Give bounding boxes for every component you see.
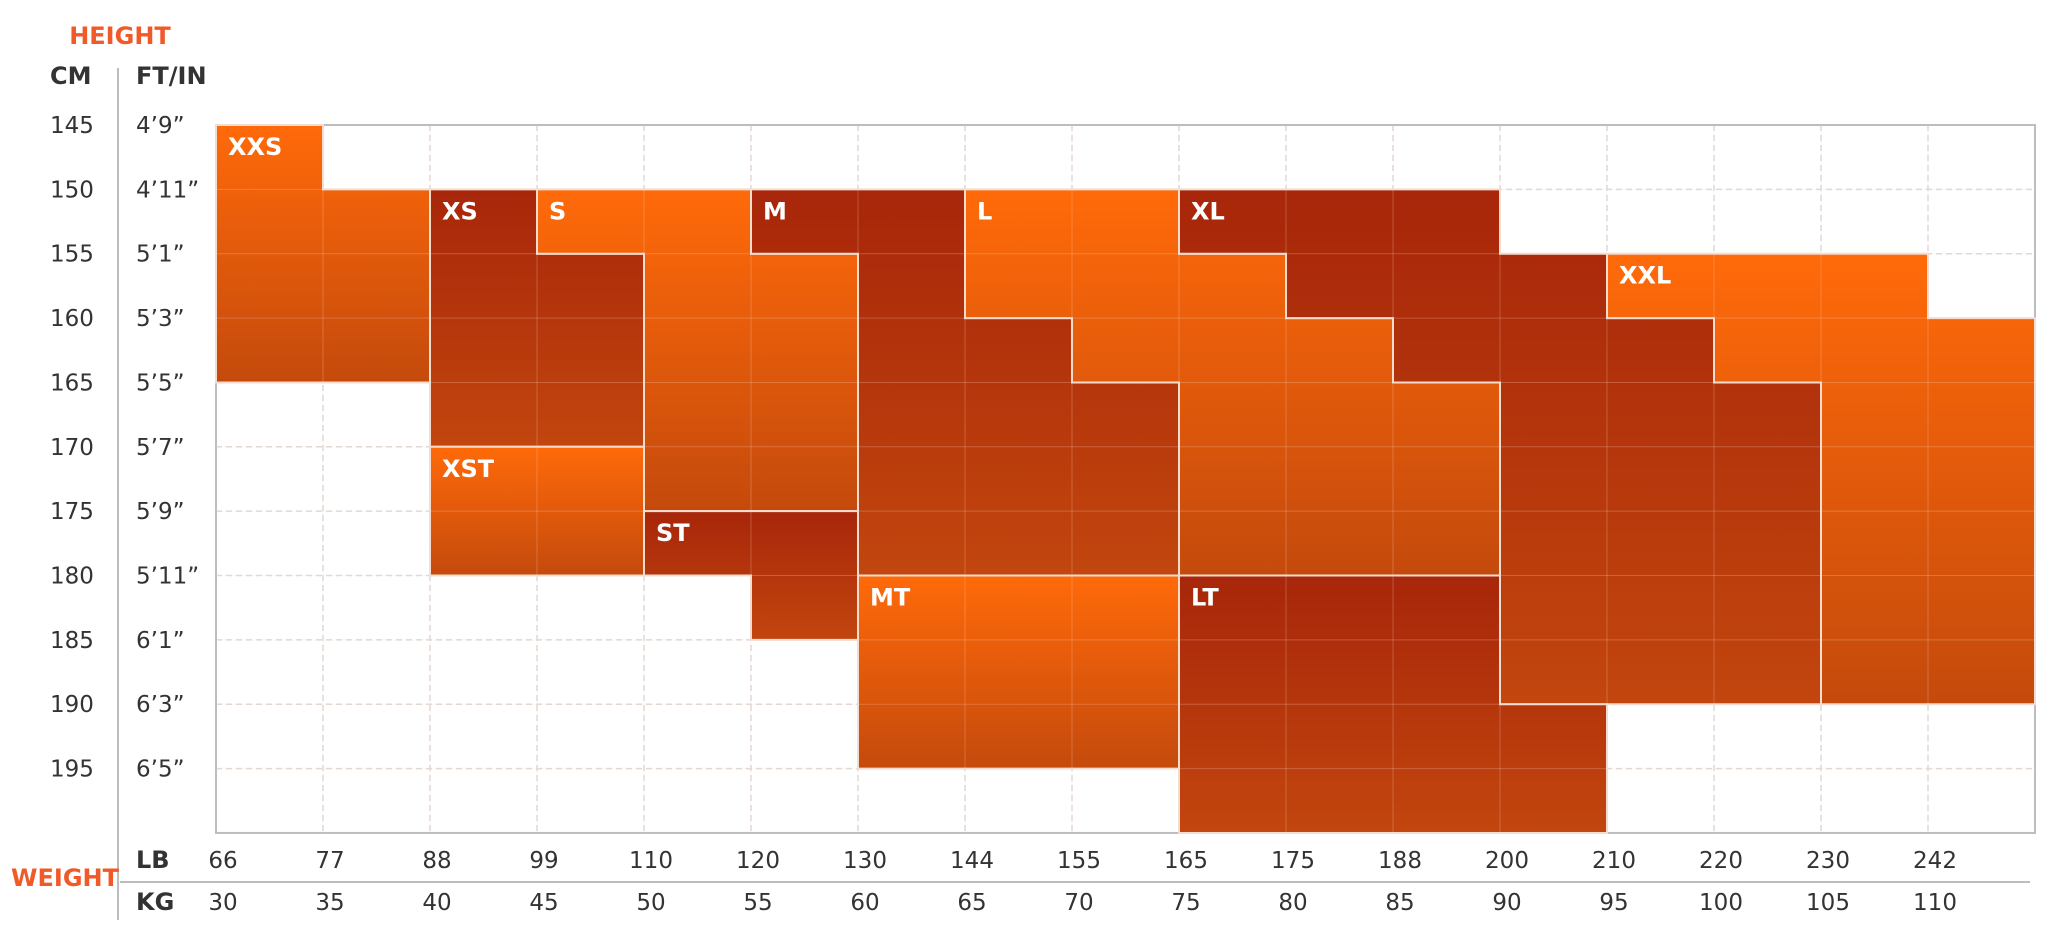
height-ftin-tick: 5’3”: [136, 306, 185, 332]
height-ftin-tick: 4’11”: [136, 177, 199, 203]
size-label-s: S: [549, 197, 566, 225]
height-axis-title: HEIGHT: [69, 22, 171, 50]
size-label-xxs: XXS: [228, 133, 282, 161]
size-regions: XXS XS S M L XL XXL XST ST MT LT: [215, 124, 2036, 834]
size-region-st: [643, 510, 859, 641]
weight-lb-tick: 88: [422, 848, 451, 874]
weight-lb-tick: 188: [1378, 848, 1422, 874]
height-cm-tick: 150: [50, 177, 94, 203]
weight-lb-tick: 110: [629, 848, 673, 874]
weight-kg-tick: 100: [1699, 890, 1743, 916]
size-label-mt: MT: [870, 584, 911, 612]
height-ftin-tick: 4’9”: [136, 113, 185, 139]
weight-kg-tick: 40: [422, 890, 451, 916]
height-ftin-tick: 5’7”: [136, 435, 185, 461]
weight-lb-tick: 144: [950, 848, 994, 874]
height-ftin-tick: 5’5”: [136, 370, 185, 396]
weight-kg-tick: 95: [1599, 890, 1628, 916]
weight-lb-tick: 165: [1164, 848, 1208, 874]
weight-kg-tick: 55: [743, 890, 772, 916]
height-ftin-tick: 6’3”: [136, 692, 185, 718]
height-cm-tick: 170: [50, 435, 94, 461]
size-label-lt: LT: [1191, 584, 1219, 612]
weight-kg-tick: 80: [1278, 890, 1307, 916]
height-ftin-tick: 6’1”: [136, 628, 185, 654]
weight-kg-tick: 90: [1492, 890, 1521, 916]
height-cm-tick: 180: [50, 564, 94, 590]
weight-kg-tick: 60: [850, 890, 879, 916]
weight-lb-tick: 242: [1913, 848, 1957, 874]
size-label-l: L: [977, 197, 992, 225]
weight-kg-tick: 50: [636, 890, 665, 916]
weight-kg-tick: 75: [1171, 890, 1200, 916]
weight-lb-tick: 230: [1806, 848, 1850, 874]
weight-kg-tick: 65: [957, 890, 986, 916]
size-label-st: ST: [656, 519, 690, 547]
weight-lb-tick: 175: [1271, 848, 1315, 874]
size-label-xxl: XXL: [1619, 262, 1671, 290]
height-cm-tick: 160: [50, 306, 94, 332]
weight-axis-title: WEIGHT: [11, 864, 120, 892]
weight-kg-tick: 45: [529, 890, 558, 916]
height-cm-tick: 195: [50, 757, 94, 783]
size-label-xs: XS: [442, 197, 478, 225]
axes: 145 4’9” 150 4’11” 155 5’1” 160 5’3” 165 5’5” 170 5…: [50, 68, 2030, 920]
height-ftin-tick: 5’1”: [136, 242, 185, 268]
height-cm-tick: 175: [50, 499, 94, 525]
lb-header: LB: [136, 846, 170, 874]
weight-lb-tick: 155: [1057, 848, 1101, 874]
kg-header: KG: [136, 888, 174, 916]
height-ftin-tick: 6’5”: [136, 757, 185, 783]
weight-kg-tick: 105: [1806, 890, 1850, 916]
weight-lb-tick: 120: [736, 848, 780, 874]
weight-lb-tick: 210: [1592, 848, 1636, 874]
weight-kg-tick: 30: [208, 890, 237, 916]
height-cm-tick: 145: [50, 113, 94, 139]
height-cm-tick: 155: [50, 242, 94, 268]
size-label-m: M: [763, 197, 787, 225]
size-region-xxl: [1606, 252, 2036, 706]
size-label-xst: XST: [442, 455, 495, 483]
cm-header: CM: [50, 62, 92, 90]
height-ftin-tick: 5’11”: [136, 564, 199, 590]
weight-lb-tick: 66: [208, 848, 237, 874]
weight-kg-tick: 110: [1913, 890, 1957, 916]
weight-kg-tick: 70: [1064, 890, 1093, 916]
height-cm-tick: 185: [50, 628, 94, 654]
height-cm-tick: 165: [50, 370, 94, 396]
weight-lb-tick: 220: [1699, 848, 1743, 874]
weight-lb-tick: 77: [315, 848, 344, 874]
weight-lb-tick: 130: [843, 848, 887, 874]
weight-lb-tick: 200: [1485, 848, 1529, 874]
weight-lb-tick: 99: [529, 848, 558, 874]
height-cm-tick: 190: [50, 692, 94, 718]
weight-kg-tick: 85: [1385, 890, 1414, 916]
ftin-header: FT/IN: [136, 62, 207, 90]
size-label-xl: XL: [1191, 197, 1225, 225]
weight-kg-tick: 35: [315, 890, 344, 916]
size-region-lt: [1178, 574, 1608, 834]
height-ftin-tick: 5’9”: [136, 499, 185, 525]
